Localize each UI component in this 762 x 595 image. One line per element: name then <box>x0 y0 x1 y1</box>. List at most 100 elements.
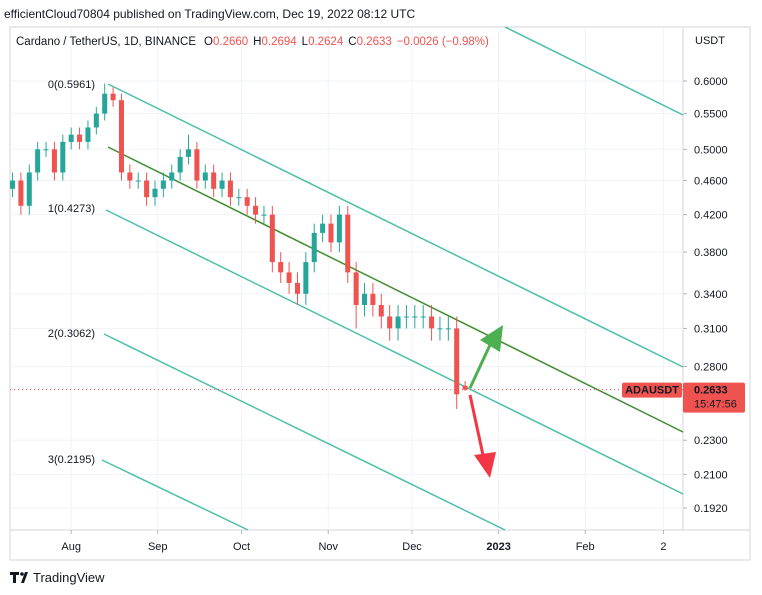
y-tick-label: 0.4600 <box>694 176 728 188</box>
candle-body <box>160 180 166 189</box>
candle-body <box>60 141 66 173</box>
candle-body <box>353 272 359 305</box>
channel-line <box>504 26 684 116</box>
symbol-label: ADAUSDT <box>625 385 679 397</box>
arrow-down-head <box>474 452 496 478</box>
candle-body <box>370 293 376 305</box>
candle-body <box>43 149 49 151</box>
candle-body <box>26 172 32 206</box>
y-tick-label: 0.5000 <box>694 144 728 156</box>
legend-value: 0.2660 <box>213 36 248 48</box>
legend-key: O <box>204 36 213 48</box>
candle-body <box>236 197 242 199</box>
candle-body <box>118 100 124 173</box>
price-label-bg <box>683 382 745 413</box>
fib-level-label: 3(0.2195) <box>48 454 95 466</box>
candle-body <box>412 316 418 318</box>
candle-body <box>345 214 351 273</box>
y-tick-label: 0.3800 <box>694 247 728 259</box>
candle-body <box>152 188 158 198</box>
countdown-label: 15:47:56 <box>694 399 737 411</box>
fib-level-label: 1(0.4273) <box>48 203 95 215</box>
y-tick-label: 0.2300 <box>694 435 728 447</box>
candle-body <box>227 180 233 198</box>
candle-body <box>186 149 192 157</box>
candle-body <box>127 172 133 181</box>
y-tick-label: 0.1920 <box>694 503 728 515</box>
candle-body <box>286 272 292 283</box>
candle-body <box>362 293 368 305</box>
x-tick-label: 2 <box>660 541 666 553</box>
candle-body <box>253 205 259 215</box>
y-tick-label: 0.2800 <box>694 362 728 374</box>
candles <box>10 83 468 409</box>
candle-body <box>244 197 250 206</box>
candle-body <box>454 328 460 395</box>
logo <box>10 572 28 583</box>
price-label: 0.2633 <box>694 385 728 397</box>
channel-line <box>107 83 684 368</box>
fib-channel <box>101 26 684 531</box>
footer: TradingView <box>10 570 105 585</box>
channel-midline <box>107 146 684 433</box>
x-tick-label: Oct <box>233 541 250 553</box>
candle-body <box>169 172 175 181</box>
price-unit: USDT <box>695 35 725 47</box>
footer-brand: TradingView <box>33 570 105 585</box>
x-tick-label: Aug <box>61 541 81 553</box>
arrow-down <box>468 394 485 456</box>
logo-dot <box>20 572 24 576</box>
legend-symbol: Cardano / TetherUS, 1D, BINANCE <box>16 36 196 48</box>
arrow-up <box>468 344 492 389</box>
candle-body <box>387 316 393 329</box>
candle-body <box>462 385 468 390</box>
legend-key: C <box>348 36 356 48</box>
candle-body <box>93 113 99 128</box>
candle-body <box>429 316 435 329</box>
fib-level-label: 2(0.3062) <box>48 328 95 340</box>
candle-body <box>328 223 334 243</box>
legend-key: L <box>302 36 309 48</box>
y-tick-label: 0.4200 <box>694 210 728 222</box>
y-tick-label: 0.3100 <box>694 323 728 335</box>
x-tick-label: Dec <box>402 541 422 553</box>
candle-body <box>269 214 275 263</box>
x-tick-label: Nov <box>318 541 338 553</box>
candle-body <box>420 316 426 318</box>
channel-line <box>105 209 684 495</box>
candle-body <box>202 172 208 181</box>
x-tick-label: Sep <box>148 541 168 553</box>
candle-body <box>35 149 41 173</box>
arrows <box>468 325 503 478</box>
legend-value: 0.2633 <box>357 36 392 48</box>
y-tick-label: 0.2100 <box>694 469 728 481</box>
candle-body <box>18 180 24 206</box>
candle-body <box>303 262 309 294</box>
publish-info: efficientCloud70804 published on Trading… <box>4 7 415 21</box>
candle-body <box>261 214 267 216</box>
candle-body <box>102 93 108 114</box>
candle-body <box>445 328 451 330</box>
candle-body <box>378 304 384 317</box>
candle-body <box>294 282 300 294</box>
candle-body <box>144 180 150 198</box>
candle-body <box>211 172 217 189</box>
candle-body <box>336 214 342 243</box>
fib-level-label: 0(0.5961) <box>48 79 95 91</box>
candle-body <box>395 316 401 329</box>
y-tick-label: 0.6000 <box>694 76 728 88</box>
symbol-label-bg <box>622 382 682 398</box>
channel-line <box>101 459 249 531</box>
candle-body <box>320 223 326 233</box>
candle-body <box>51 149 57 173</box>
candle-body <box>194 149 200 181</box>
candle-body <box>10 180 16 189</box>
candle-body <box>437 328 443 330</box>
arrow-up-head <box>480 325 503 352</box>
legend-value: 0.2624 <box>308 36 344 48</box>
legend-change: −0.0026 (−0.98%) <box>397 36 489 48</box>
candle-body <box>135 180 141 182</box>
x-tick-label: 2023 <box>486 541 510 553</box>
